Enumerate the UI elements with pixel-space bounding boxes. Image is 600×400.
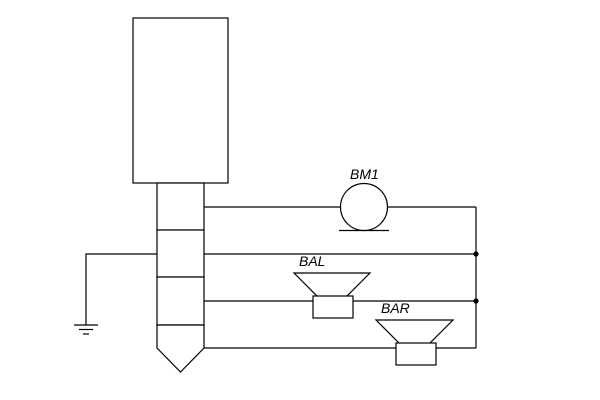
jack-plug (132, 17, 229, 373)
speaker-bar: BAR (374, 300, 455, 366)
speaker-right-label: BAR (381, 300, 410, 316)
speaker-bal: BAL (292, 253, 372, 319)
speaker-left-label: BAL (299, 253, 325, 269)
jack-plug-body (132, 17, 229, 184)
wires (85, 206, 479, 349)
junction-dot-common (473, 251, 479, 257)
microphone-label: BM1 (350, 166, 379, 182)
speaker-icon (374, 319, 455, 345)
microphone-bm1: BM1 (339, 166, 389, 232)
junction-dot-left (473, 298, 479, 304)
wire-ground (85, 253, 157, 325)
speaker-body (312, 295, 354, 319)
ground-icon (74, 324, 98, 335)
jack-ring2-segment (156, 229, 205, 278)
jack-ring1-segment (156, 276, 205, 326)
jack-tip-segment (156, 324, 205, 373)
speaker-icon (292, 272, 372, 298)
microphone-icon (339, 182, 389, 232)
jack-sleeve-segment (156, 182, 205, 231)
speaker-body (395, 342, 437, 366)
